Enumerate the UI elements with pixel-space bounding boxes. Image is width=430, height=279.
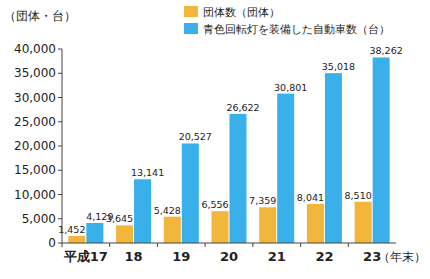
y-tick: [58, 97, 62, 98]
y-tick: [58, 194, 62, 195]
y-tick: [58, 170, 62, 171]
data-label: 8,041: [297, 192, 324, 203]
legend-swatch: [184, 23, 198, 34]
y-axis: [62, 49, 63, 243]
legend-swatch: [184, 6, 198, 17]
y-tick: [58, 146, 62, 147]
x-tick-label: 22: [315, 249, 333, 264]
data-label: 35,018: [322, 61, 355, 72]
bar: [277, 94, 294, 243]
bar: [164, 217, 181, 243]
y-tick: [58, 121, 62, 122]
x-tick: [205, 243, 206, 247]
bar: [373, 57, 390, 243]
y-tick: [58, 218, 62, 219]
x-tick: [157, 243, 158, 247]
data-label: 4,129: [86, 211, 113, 222]
y-tick-label: 5,000: [22, 212, 56, 226]
x-tick-label: 19: [172, 249, 190, 264]
bar: [230, 114, 247, 243]
bar: [325, 73, 342, 243]
data-label: 13,141: [131, 167, 164, 178]
y-tick: [58, 73, 62, 74]
y-tick-label: 35,000: [14, 66, 56, 80]
x-axis: [62, 243, 396, 244]
x-tick: [348, 243, 349, 247]
chart: （団体・台） 0 5,000 10,000 15,000 20,000 25,000 30,0…: [0, 0, 430, 279]
data-label: 38,262: [370, 45, 403, 56]
data-label: 30,801: [274, 82, 307, 93]
data-label: 7,359: [249, 195, 276, 206]
bar: [212, 211, 229, 243]
y-tick: [58, 49, 62, 50]
legend-label: 団体数（団体）: [203, 6, 280, 19]
y-tick: [58, 243, 62, 244]
y-tick-label: 0: [48, 236, 56, 250]
legend-label: 青色回転灯を装備した自動車数（台）: [203, 23, 390, 36]
data-label: 8,510: [345, 190, 372, 201]
y-tick-label: 10,000: [14, 188, 56, 202]
x-tick-label: 20: [220, 249, 238, 264]
x-tick-label: 21: [268, 249, 286, 264]
x-tick: [252, 243, 253, 247]
bar: [134, 179, 151, 243]
data-label: 5,428: [154, 205, 181, 216]
legend: 団体数（団体） 青色回転灯を装備した自動車数（台）: [184, 6, 390, 36]
bar: [86, 223, 103, 243]
x-tick-label: 平成17: [63, 249, 108, 264]
bar: [68, 236, 85, 243]
data-label: 26,622: [226, 102, 259, 113]
data-label: 6,556: [201, 199, 228, 210]
y-tick-label: 25,000: [14, 115, 56, 129]
x-tick: [300, 243, 301, 247]
bar: [116, 225, 133, 243]
x-tick: [109, 243, 110, 247]
x-tick-label: 18: [125, 249, 143, 264]
y-axis-title: （団体・台）: [4, 9, 76, 23]
y-tick-label: 15,000: [14, 163, 56, 177]
bar: [259, 207, 276, 243]
y-tick-label: 40,000: [14, 42, 56, 56]
x-axis-title: （年末）: [378, 250, 426, 264]
data-label: 20,527: [179, 131, 212, 142]
y-tick-label: 20,000: [14, 139, 56, 153]
bar: [355, 202, 372, 243]
bars: [68, 57, 389, 243]
y-tick-label: 30,000: [14, 91, 56, 105]
bar: [182, 143, 199, 243]
bar: [307, 204, 324, 243]
x-tick: [62, 243, 63, 247]
